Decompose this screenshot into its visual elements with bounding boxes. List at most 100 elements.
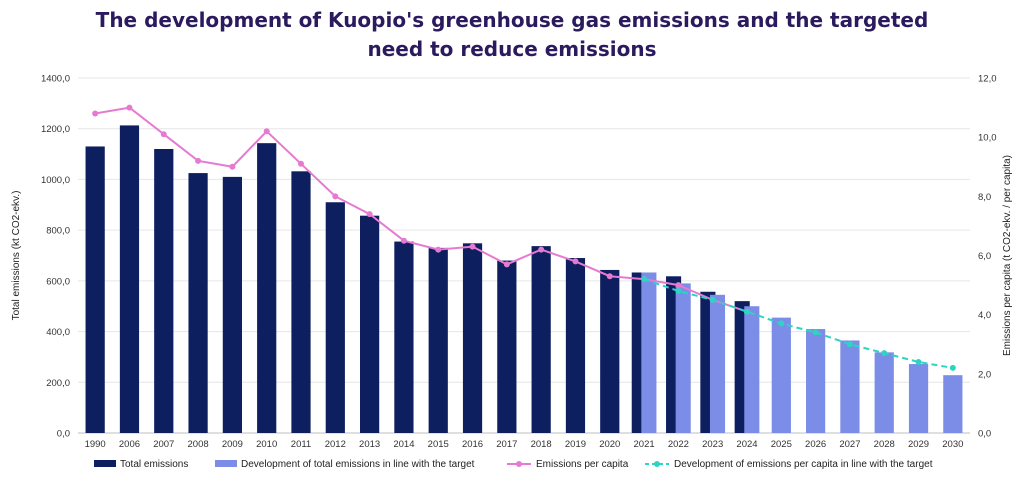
bar-total-emissions	[600, 269, 620, 433]
line-per-capita-point	[160, 131, 167, 138]
line-target-per-capita-point	[949, 364, 956, 371]
line-target-per-capita-point	[846, 341, 853, 348]
x-tick-label: 2026	[805, 439, 826, 450]
line-per-capita-point	[263, 128, 270, 135]
y2-tick-label: 10,0	[978, 133, 997, 144]
y2-tick-label: 4,0	[978, 310, 991, 321]
x-tick-label: 2011	[291, 439, 311, 450]
x-tick-label: 2008	[188, 439, 209, 450]
line-per-capita-point	[298, 160, 304, 167]
bar-total-emissions	[497, 260, 517, 433]
bar-target-emissions	[908, 364, 929, 433]
x-tick-label: 2024	[736, 439, 757, 450]
x-tick-label: 2018	[531, 439, 552, 450]
x-tick-label: 2028	[874, 439, 895, 450]
bar-target-emissions	[675, 283, 691, 433]
y2-tick-label: 0,0	[978, 429, 991, 440]
line-per-capita-point	[675, 282, 682, 289]
y-tick-label: 600,0	[46, 276, 70, 287]
bar-total-emissions	[360, 215, 380, 433]
y2-axis-title: Emissions per capita (t CO2-ekv. / per c…	[1002, 155, 1013, 356]
line-target-per-capita-point	[675, 288, 682, 294]
x-tick-label: 2014	[393, 439, 414, 450]
legend-label: Total emissions	[120, 459, 188, 470]
bar-target-emissions	[840, 340, 860, 433]
bar-target-emissions	[744, 306, 760, 433]
x-tick-label: 2010	[256, 439, 277, 450]
bar-target-emissions	[771, 317, 791, 433]
x-tick-label: 2012	[325, 439, 346, 450]
bar-total-emissions	[394, 241, 414, 433]
y-tick-label: 0,0	[57, 429, 70, 440]
y-tick-label: 400,0	[46, 327, 70, 338]
x-tick-label: 2013	[359, 439, 380, 450]
bar-target-emissions	[806, 329, 826, 433]
line-per-capita-point	[126, 104, 133, 111]
bar-total-emissions	[565, 258, 586, 433]
gridlines	[78, 77, 970, 434]
bar-total-emissions	[257, 143, 277, 434]
line-per-capita-point	[195, 157, 202, 164]
legend: Total emissions Development of total emis…	[94, 459, 933, 470]
bar-total-emissions	[222, 176, 242, 433]
bar-total-emissions	[85, 146, 105, 433]
bar-target-emissions	[641, 272, 657, 433]
line-target-per-capita-point	[915, 359, 922, 365]
legend-swatch	[94, 460, 116, 467]
line-per-capita-point	[366, 211, 373, 218]
line-per-capita-point	[503, 261, 510, 268]
y2-tick-label: 6,0	[978, 251, 991, 262]
axes: 0,0 200,0 400,0 600,0 800,0 1000,0 1200,0 1400,…	[11, 74, 1013, 451]
x-tick-label: 2019	[565, 439, 586, 450]
x-tick-label: 2030	[942, 439, 963, 450]
line-per-capita-point	[400, 237, 407, 244]
bar-total-emissions	[325, 202, 345, 433]
line-target-per-capita-point	[744, 308, 750, 315]
line-target-per-capita-point	[812, 329, 819, 336]
y-tick-label: 800,0	[46, 226, 70, 237]
line-per-capita-point	[435, 246, 442, 253]
x-tick-label: 2029	[908, 439, 929, 450]
x-tick-label: 2017	[496, 439, 517, 450]
line-target-per-capita	[643, 278, 954, 369]
bar-total-emissions	[119, 125, 140, 434]
line-per-capita-point	[332, 193, 339, 200]
y2-tick-label: 8,0	[978, 192, 991, 203]
x-tick-label: 2021	[634, 439, 655, 450]
legend-marker	[654, 461, 660, 467]
bars	[85, 125, 963, 434]
x-tick-label: 2006	[119, 439, 140, 450]
y-tick-label: 1400,0	[41, 74, 70, 85]
x-tick-label: 2020	[599, 439, 620, 450]
x-tick-label: 2025	[771, 439, 792, 450]
y-axis-title: Total emissions (kt CO2-ekv.)	[11, 191, 22, 321]
line-per-capita-point	[538, 246, 545, 253]
line-per-capita	[94, 106, 748, 313]
x-tick-label: 2015	[428, 439, 449, 450]
line-per-capita-point	[229, 163, 236, 170]
lines	[92, 104, 956, 371]
bar-total-emissions	[531, 246, 551, 433]
y-tick-label: 1200,0	[41, 124, 70, 135]
bar-total-emissions	[291, 171, 311, 434]
legend-label: Emissions per capita	[536, 459, 629, 470]
x-tick-label: 2022	[668, 439, 689, 450]
x-tick-label: 1990	[85, 439, 106, 450]
x-tick-label: 2016	[462, 439, 483, 450]
line-target-per-capita-point	[778, 320, 785, 327]
x-tick-label: 2023	[702, 439, 723, 450]
bar-target-emissions	[943, 375, 963, 433]
legend-marker	[516, 461, 522, 467]
bar-target-emissions	[709, 294, 726, 433]
line-target-per-capita-point	[641, 276, 648, 283]
legend-swatch	[215, 460, 237, 467]
line-per-capita-point	[572, 258, 579, 265]
x-tick-label: 2007	[153, 439, 174, 450]
y2-tick-label: 2,0	[978, 369, 991, 380]
line-per-capita-point	[92, 110, 99, 117]
bar-total-emissions	[462, 243, 483, 433]
line-per-capita-point	[469, 243, 476, 250]
chart-title: The development of Kuopio's greenhouse g…	[95, 8, 929, 61]
line-per-capita-point	[606, 273, 613, 280]
